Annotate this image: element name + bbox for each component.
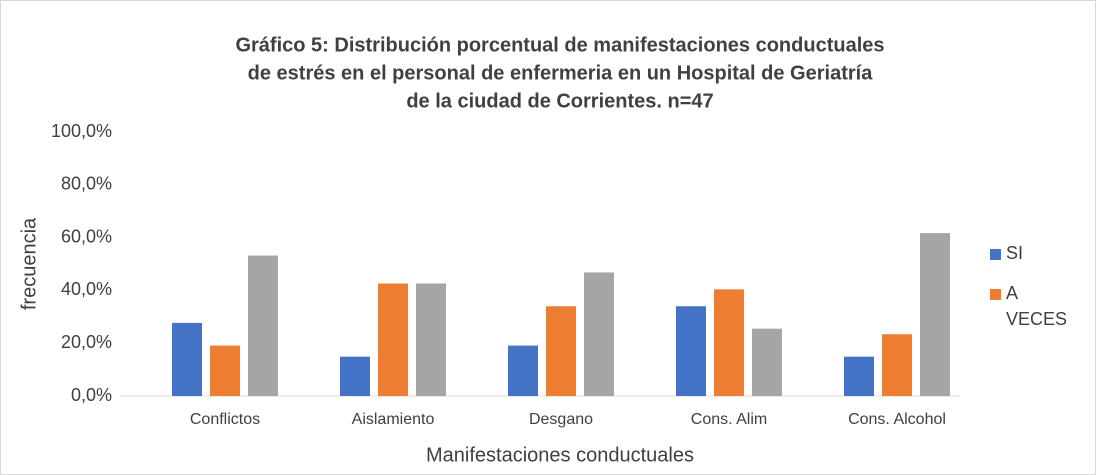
chart-title: Gráfico 5: Distribución porcentual de ma…	[235, 34, 884, 56]
legend-label: A VECES	[1006, 283, 1068, 329]
bar	[546, 306, 576, 396]
x-axis-label: Manifestaciones conductuales	[426, 444, 694, 466]
legend-swatch	[990, 289, 1001, 300]
y-tick-label: 0,0%	[71, 385, 112, 405]
bar	[676, 306, 706, 396]
bar	[340, 356, 370, 396]
y-tick-label: 80,0%	[61, 174, 112, 194]
legend-item: A VECES	[990, 283, 1090, 332]
bar	[378, 283, 408, 396]
bar	[210, 345, 240, 396]
legend-swatch	[990, 249, 1001, 260]
bar	[416, 283, 446, 396]
chart-title: de la ciudad de Corrientes. n=47	[406, 90, 713, 112]
y-tick-label: 40,0%	[61, 279, 112, 299]
bar	[248, 255, 278, 396]
x-tick-label: Cons. Alcohol	[848, 411, 946, 428]
legend: SI A VECES	[990, 243, 1090, 350]
legend-item: SI	[990, 243, 1090, 266]
bar	[584, 272, 614, 396]
x-tick-label: Conflictos	[190, 411, 260, 428]
y-tick-label: 20,0%	[61, 332, 112, 352]
bar	[844, 356, 874, 396]
y-tick-label: 100,0%	[51, 121, 112, 141]
bar	[882, 334, 912, 396]
bar	[752, 328, 782, 396]
bar	[714, 289, 744, 396]
y-tick-label: 60,0%	[61, 226, 112, 246]
chart-title: de estrés en el personal de enfermeria e…	[248, 62, 874, 84]
bar	[920, 233, 950, 396]
x-tick-label: Cons. Alim	[691, 411, 767, 428]
bar	[172, 322, 202, 396]
x-tick-label: Desgano	[529, 411, 593, 428]
x-tick-label: Aislamiento	[352, 411, 435, 428]
bar	[508, 345, 538, 396]
legend-label: SI	[1006, 243, 1024, 263]
y-axis-label: frecuencia	[18, 217, 40, 310]
